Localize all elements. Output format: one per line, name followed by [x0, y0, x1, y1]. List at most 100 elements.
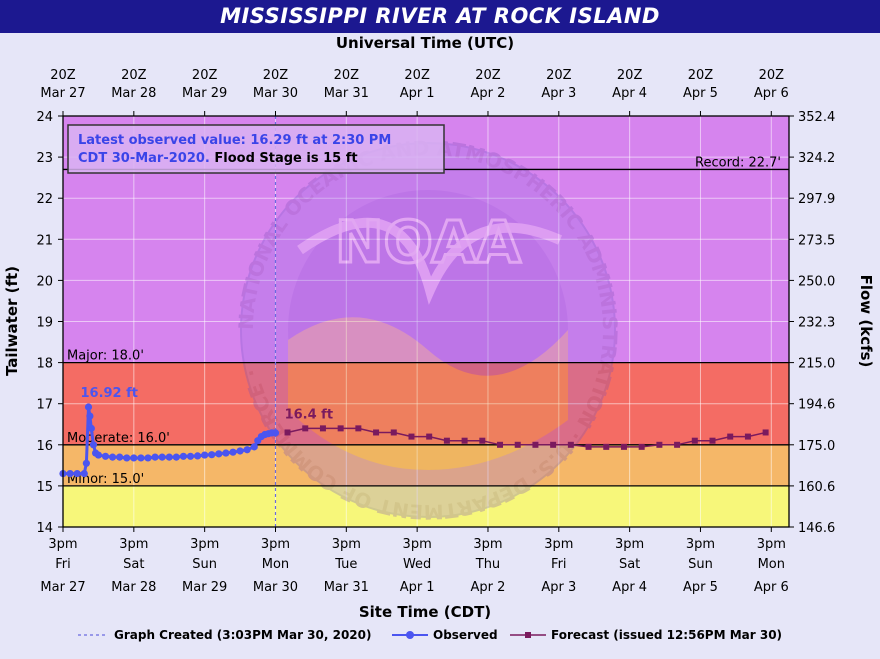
bottom-tick-l2: Fri	[55, 557, 71, 572]
watermark-noaa-text: NOAA	[335, 208, 521, 276]
forecast-point	[355, 425, 362, 432]
watermark-wave	[288, 317, 568, 470]
bottom-tick-l3: Apr 5	[683, 580, 718, 595]
forecast-point	[479, 437, 486, 444]
forecast-point	[390, 429, 397, 436]
flow-tick-label: 160.6	[798, 480, 835, 495]
observed-point	[151, 453, 159, 461]
flood-label-record: Record: 22.7'	[695, 155, 781, 170]
band-0	[63, 485, 789, 527]
top-tick-l2: Mar 29	[182, 86, 227, 101]
peak-label-1: 16.4 ft	[285, 407, 333, 422]
observed-point	[130, 454, 138, 462]
top-tick-l2: Apr 1	[400, 86, 435, 101]
observed-point	[158, 453, 166, 461]
chart-title: MISSISSIPPI RIVER AT ROCK ISLAND	[0, 0, 880, 33]
observed-point	[101, 452, 110, 460]
top-tick-l1: 20Z	[50, 68, 76, 83]
bottom-tick-l2: Thu	[475, 557, 500, 572]
top-tick-l1: 20Z	[475, 68, 501, 83]
bottom-tick-l1: 3pm	[757, 537, 786, 552]
y-tick-label: 18	[36, 357, 53, 372]
top-tick-l1: 20Z	[334, 68, 360, 83]
observed-point	[215, 450, 223, 458]
forecast-point	[691, 437, 698, 444]
top-tick-l1: 20Z	[121, 68, 147, 83]
top-tick-l1: 20Z	[688, 68, 714, 83]
flow-tick-label: 175.0	[798, 439, 835, 454]
y-tick-label: 21	[36, 233, 53, 248]
bottom-tick-l2: Tue	[334, 557, 357, 572]
forecast-point	[302, 425, 309, 432]
bottom-tick-l1: 3pm	[190, 537, 219, 552]
bottom-tick-l3: Apr 3	[541, 580, 576, 595]
bottom-tick-l1: 3pm	[686, 537, 715, 552]
flow-tick-label: 352.4	[798, 110, 835, 125]
observed-point	[243, 446, 251, 454]
band-1	[63, 444, 789, 486]
y-axis-title-right: Flow (kcfs)	[857, 275, 875, 368]
observed-point	[86, 412, 94, 420]
forecast-point	[674, 441, 681, 448]
observed-point	[89, 441, 98, 449]
flood-label-2: Moderate: 16.0'	[67, 431, 170, 446]
watermark-inner-disc	[288, 190, 568, 470]
forecast-point	[709, 437, 716, 444]
observed-point	[186, 452, 195, 460]
info-line-2: CDT 30-Mar-2020. Flood Stage is 15 ft	[78, 151, 358, 166]
bottom-tick-l2: Sat	[123, 557, 144, 572]
bottom-tick-l1: 3pm	[332, 537, 361, 552]
y-tick-label: 20	[36, 274, 53, 289]
top-tick-l1: 20Z	[404, 68, 430, 83]
bottom-tick-l1: 3pm	[544, 537, 573, 552]
bottom-tick-l2: Sat	[619, 557, 640, 572]
observed-point	[144, 454, 152, 462]
forecast-point	[585, 443, 592, 450]
forecast-point	[443, 437, 450, 444]
observed-point	[179, 452, 188, 460]
observed-point	[172, 453, 180, 461]
flow-tick-label: 297.9	[798, 192, 835, 207]
observed-point	[222, 449, 230, 457]
flow-tick-label: 232.3	[798, 316, 835, 331]
bottom-tick-l2: Sun	[688, 557, 713, 572]
y-tick-label: 19	[36, 316, 53, 331]
bottom-axis-title: Site Time (CDT)	[359, 603, 491, 621]
observed-point	[123, 454, 131, 462]
top-tick-l2: Apr 2	[471, 86, 506, 101]
forecast-point	[284, 429, 291, 436]
bottom-tick-l3: Apr 1	[400, 580, 435, 595]
flood-label-1: Major: 18.0'	[67, 349, 144, 364]
flow-tick-label: 215.0	[798, 357, 835, 372]
legend-observed-marker	[406, 631, 414, 639]
observed-point	[108, 453, 117, 461]
series-0	[59, 403, 280, 478]
top-tick-l2: Apr 4	[612, 86, 647, 101]
observed-point	[193, 452, 202, 460]
forecast-point	[514, 441, 521, 448]
observed-point	[250, 443, 258, 451]
info-date: CDT 30-Mar-2020.	[78, 151, 214, 166]
top-tick-l2: Apr 6	[754, 86, 789, 101]
top-tick-l1: 20Z	[617, 68, 643, 83]
observed-point	[82, 459, 90, 467]
bottom-tick-l3: Mar 30	[253, 580, 298, 595]
top-tick-l1: 20Z	[759, 68, 785, 83]
top-tick-l2: Mar 30	[253, 86, 298, 101]
observed-point	[84, 403, 93, 411]
forecast-point	[337, 425, 344, 432]
bottom-tick-l1: 3pm	[473, 537, 502, 552]
observed-point	[87, 424, 95, 432]
observed-point	[94, 451, 103, 459]
observed-point	[201, 451, 209, 459]
forecast-point	[727, 433, 734, 440]
bottom-tick-l3: Mar 28	[111, 580, 156, 595]
legend-forecast-label: Forecast (issued 12:56PM Mar 30)	[551, 628, 782, 642]
bottom-tick-l3: Mar 31	[324, 580, 369, 595]
forecast-point	[532, 441, 539, 448]
flow-tick-label: 324.2	[798, 151, 835, 166]
forecast-point	[408, 433, 415, 440]
